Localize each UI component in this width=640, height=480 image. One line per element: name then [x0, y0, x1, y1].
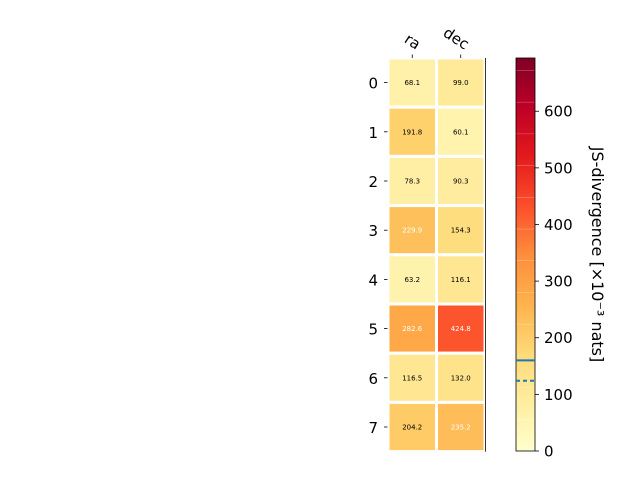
cell-label-r3-c1: 154.3 — [451, 227, 471, 235]
heatmap-cells — [386, 56, 487, 454]
heatmap-cell-labels: 68.1 99.0 191.8 60.1 78.3 90.3 229.9 154.3 63.2 1… — [402, 79, 471, 431]
heatmap-cell-r4-c1 — [435, 253, 487, 306]
cell-label-r6-c1: 132.0 — [451, 374, 471, 382]
y-tick-label: 0 — [368, 75, 378, 93]
cell-label-r7-c0: 204.2 — [402, 424, 422, 432]
colorbar-tick-label: 100 — [544, 386, 573, 404]
cell-label-r7-c1: 235.2 — [451, 424, 471, 432]
y-tick-label: 1 — [368, 124, 378, 142]
cell-label-r5-c0: 282.6 — [402, 325, 423, 333]
cell-label-r6-c0: 116.5 — [402, 374, 422, 382]
colorbar: 0 100 200 300 400 500 600 JS-divergence [×10⁻³ … — [515, 57, 607, 461]
cell-label-r2-c0: 78.3 — [404, 178, 420, 186]
cell-label-r0-c1: 99.0 — [453, 79, 469, 87]
y-tick-label: 3 — [368, 222, 378, 240]
cell-label-r4-c0: 63.2 — [404, 276, 420, 284]
cell-label-r1-c0: 191.8 — [402, 128, 422, 136]
colorbar-label: JS-divergence [×10⁻³ nats] — [588, 146, 607, 362]
y-tick-label: 5 — [368, 321, 378, 339]
colorbar-frame — [515, 57, 536, 452]
heatmap-cell-r2-c1 — [435, 154, 487, 208]
heatmap-cell-r7-c1 — [435, 400, 487, 454]
colorbar-tick-label: 500 — [544, 159, 573, 177]
y-tick-label: 4 — [368, 271, 378, 289]
colorbar-tick-label: 400 — [544, 216, 573, 234]
cell-label-r3-c0: 229.9 — [402, 227, 422, 235]
colorbar-tick-label: 200 — [544, 329, 573, 347]
cell-label-r1-c1: 60.1 — [453, 128, 469, 136]
x-tick-label: dec — [440, 24, 472, 54]
colorbar-tick-label: 300 — [544, 273, 573, 291]
heatmap-cell-r1-c1 — [435, 105, 487, 158]
cell-label-r0-c0: 68.1 — [404, 79, 420, 87]
y-axis: 0 1 2 3 4 5 6 7 — [368, 75, 388, 437]
x-axis: ra dec — [401, 24, 472, 58]
heatmap-cell-r3-c1 — [435, 204, 487, 257]
y-tick-label: 2 — [368, 173, 378, 191]
colorbar-tick-label: 600 — [544, 103, 573, 121]
y-tick-label: 6 — [368, 370, 378, 388]
y-tick-label: 7 — [368, 419, 378, 437]
colorbar-tick-label: 0 — [544, 443, 554, 461]
cell-label-r4-c1: 116.1 — [451, 276, 471, 284]
colorbar-gradient — [516, 58, 535, 451]
x-tick-label: ra — [401, 30, 424, 53]
cell-label-r5-c1: 424.8 — [451, 325, 471, 333]
cell-label-r2-c1: 90.3 — [453, 178, 469, 186]
